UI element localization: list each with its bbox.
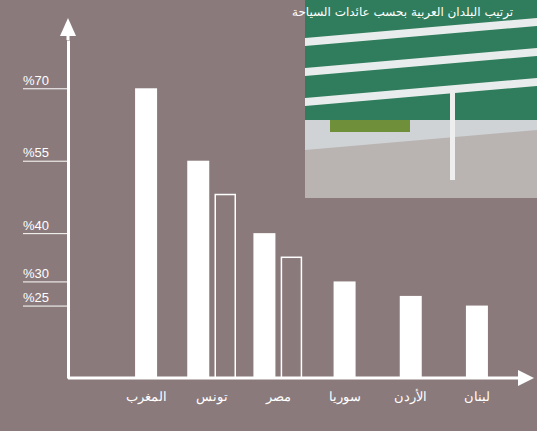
y-tick-line xyxy=(23,88,68,89)
y-tick-line xyxy=(23,306,68,307)
bar xyxy=(253,233,275,378)
x-tick: سوريا xyxy=(329,378,361,405)
bar xyxy=(281,257,301,378)
y-axis-line xyxy=(67,41,70,379)
x-tick: لبنان xyxy=(464,378,490,404)
y-tick-line xyxy=(23,281,68,282)
y-tick-label: %40 xyxy=(23,218,49,233)
title: ترتيب البلدان العربية بحسب عائدات السياح… xyxy=(292,5,513,20)
x-axis-line xyxy=(68,377,518,380)
photo-floor xyxy=(305,130,537,198)
photo-stripe xyxy=(305,18,537,46)
y-tick: %25 xyxy=(23,290,68,306)
y-tick: %40 xyxy=(23,218,68,234)
x-tick: مصر xyxy=(265,378,291,405)
photo xyxy=(305,0,537,198)
y-arrow xyxy=(60,18,76,36)
bars xyxy=(135,88,488,378)
bar xyxy=(187,161,209,378)
x-tick-label: سوريا xyxy=(329,389,361,405)
y-tick-line xyxy=(23,233,68,234)
y-tick-label: %70 xyxy=(23,73,49,88)
x-tick-label: المغرب xyxy=(126,389,167,405)
photo-sky xyxy=(305,0,537,198)
x-tick-label: تونس xyxy=(196,389,228,405)
bar xyxy=(400,296,422,378)
photo-stripe xyxy=(305,48,537,76)
x-arrow xyxy=(518,370,534,386)
y-arrow-stem xyxy=(67,34,70,40)
bar xyxy=(135,88,157,378)
y-axis: %25 %30 %40 %55 %70 xyxy=(23,41,69,379)
x-tick: الأردن xyxy=(394,378,427,405)
photo-stripe xyxy=(305,78,537,106)
bar xyxy=(466,306,488,378)
y-tick: %30 xyxy=(23,266,68,282)
photo-hedge xyxy=(330,120,410,132)
y-tick-label: %25 xyxy=(23,290,49,305)
bar xyxy=(215,195,235,378)
y-tick: %70 xyxy=(23,73,68,89)
bar xyxy=(334,281,356,378)
photo-pillar xyxy=(450,90,455,180)
x-tick: تونس xyxy=(196,378,228,405)
x-tick-label: لبنان xyxy=(464,389,490,404)
y-tick: %55 xyxy=(23,145,68,161)
x-tick: المغرب xyxy=(126,378,167,405)
x-tick-label: الأردن xyxy=(394,388,427,405)
x-tick-label: مصر xyxy=(265,389,291,405)
y-tick-label: %30 xyxy=(23,266,49,281)
x-axis: المغرب تونس مصر سوريا الأردن لبنان xyxy=(68,378,518,405)
y-tick-label: %55 xyxy=(23,145,49,160)
y-tick-line xyxy=(23,161,68,162)
chart: %25 %30 %40 %55 %70 المغرب تونس مصر سوريا الأردن ل… xyxy=(0,0,537,431)
